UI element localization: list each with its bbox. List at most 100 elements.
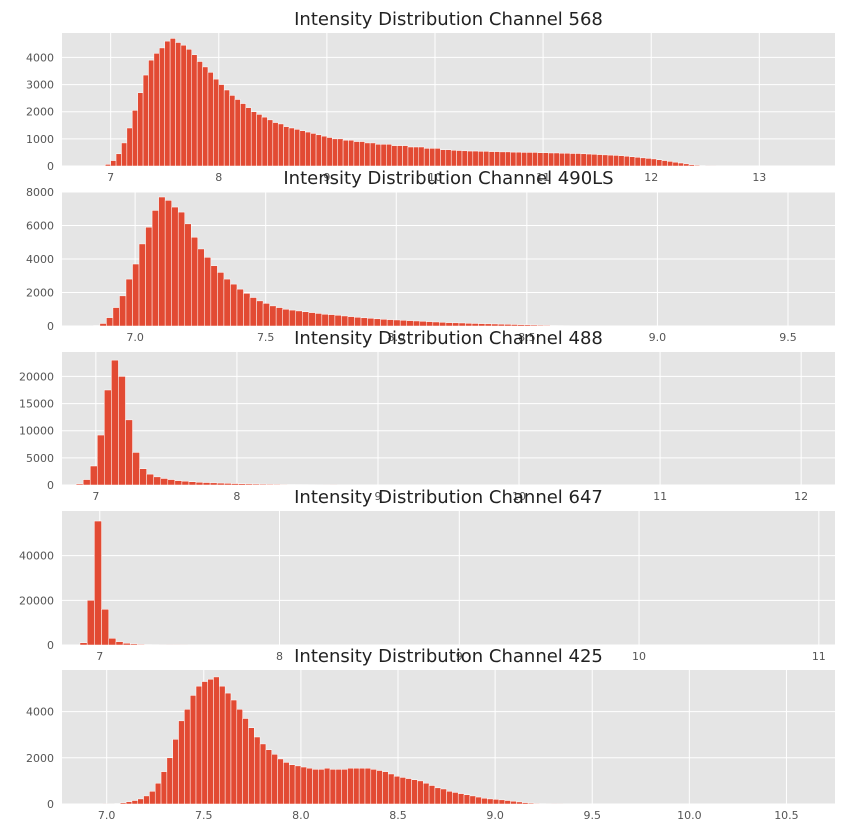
histogram-bar [450, 150, 457, 167]
x-tick-label: 7.0 [98, 809, 116, 822]
histogram-bar [236, 288, 244, 327]
histogram-bar [111, 359, 119, 486]
histogram-bar [262, 303, 270, 327]
histogram-bar [667, 161, 674, 167]
histogram-bar [271, 754, 278, 805]
x-tick-label: 7 [96, 650, 103, 663]
histogram-bar [492, 799, 500, 805]
histogram-bars [99, 38, 717, 167]
histogram-bar [153, 53, 160, 167]
x-tick-label: 9.0 [649, 331, 667, 344]
histogram-bar [369, 142, 376, 167]
histogram-bar [223, 483, 232, 486]
histogram-bar [602, 154, 609, 167]
histogram-bar [242, 718, 249, 805]
histogram-bar [428, 785, 436, 805]
gridlines [62, 352, 835, 486]
histogram-bar [169, 38, 176, 167]
histogram-bar [656, 159, 663, 167]
histogram-bar [175, 42, 182, 167]
y-tick-label: 6000 [26, 220, 54, 233]
histogram-bar [184, 709, 191, 805]
histogram-bar [364, 767, 372, 805]
histogram-bar [359, 141, 365, 167]
histogram-bar [429, 148, 436, 167]
histogram-bar [347, 767, 354, 805]
histogram-bar [523, 324, 532, 327]
histogram-bar [677, 162, 684, 167]
histogram-bars [79, 520, 189, 646]
tick-labels: 7 8 9 10 11 12 13 0 1000 2000 3000 4000 [26, 51, 766, 184]
y-tick-label: 4000 [26, 706, 54, 719]
x-tick-label: 7.5 [257, 331, 275, 344]
plot-background [62, 352, 835, 485]
histogram-bar [393, 319, 401, 327]
histogram-bar [497, 323, 505, 327]
histogram-bar [527, 802, 535, 805]
histogram-bar [417, 780, 424, 805]
histogram-bar [308, 312, 316, 327]
histogram-bar [596, 154, 603, 167]
histogram-bar [445, 322, 453, 327]
histogram-bar [550, 325, 558, 327]
histogram-bar [230, 699, 238, 805]
histogram-bar [104, 164, 111, 167]
histogram-bar [484, 323, 492, 327]
histogram-bar [177, 211, 185, 327]
y-tick-label: 15000 [19, 398, 54, 411]
histogram-bar [223, 89, 230, 167]
y-tick-label: 0 [47, 798, 54, 811]
histogram-bar [532, 152, 538, 167]
histogram-bar [209, 482, 218, 486]
histogram-bar [370, 769, 377, 805]
x-tick-label: 10 [632, 650, 646, 663]
y-tick-label: 2000 [26, 106, 54, 119]
histogram-bar [650, 158, 657, 167]
histogram-bar [411, 779, 418, 805]
histogram-bar [382, 771, 389, 805]
histogram-bar [629, 156, 636, 167]
histogram-bar [348, 139, 355, 167]
histogram-bar [358, 767, 366, 805]
histogram-bar [138, 243, 146, 327]
histogram-bar [259, 743, 267, 805]
histogram-bar [405, 778, 412, 805]
histogram-bar [218, 84, 225, 167]
x-tick-label: 10.5 [774, 809, 799, 822]
x-tick-label: 8 [215, 171, 222, 184]
histogram-bar [277, 758, 284, 805]
plot-background [62, 511, 835, 645]
x-tick-label: 10.0 [677, 809, 702, 822]
histogram-bar [510, 151, 517, 167]
y-tick-label: 0 [47, 479, 54, 492]
histogram-bar [302, 311, 310, 327]
histogram-bar [452, 322, 460, 327]
histogram-bar [120, 802, 127, 805]
histogram-bars [75, 359, 338, 486]
histogram-bar [423, 782, 430, 805]
chart-title: Intensity Distribution Channel 425 [294, 646, 603, 667]
histogram-bar [115, 153, 122, 167]
histogram-bar [196, 61, 203, 167]
histogram-bar [137, 644, 145, 646]
histogram-bar [125, 278, 133, 327]
x-tick-label: 8.0 [388, 331, 406, 344]
histogram-bar [516, 801, 523, 805]
histogram-bar [201, 681, 208, 805]
histogram-bar [498, 799, 506, 805]
y-tick-label: 0 [47, 639, 54, 652]
histogram-bar [471, 323, 479, 327]
histogram-bar [463, 794, 471, 805]
histogram-bar [423, 148, 430, 167]
y-tick-label: 5000 [26, 452, 54, 465]
histogram-bar [434, 148, 441, 167]
histogram-bar [481, 797, 488, 805]
histogram-bar [137, 92, 144, 167]
histogram-bar [283, 126, 290, 167]
histogram-bar [132, 110, 138, 167]
x-tick-label: 12 [794, 490, 808, 503]
x-tick-label: 12 [644, 171, 658, 184]
histogram-bar [106, 317, 114, 327]
histogram-bar [688, 164, 695, 167]
